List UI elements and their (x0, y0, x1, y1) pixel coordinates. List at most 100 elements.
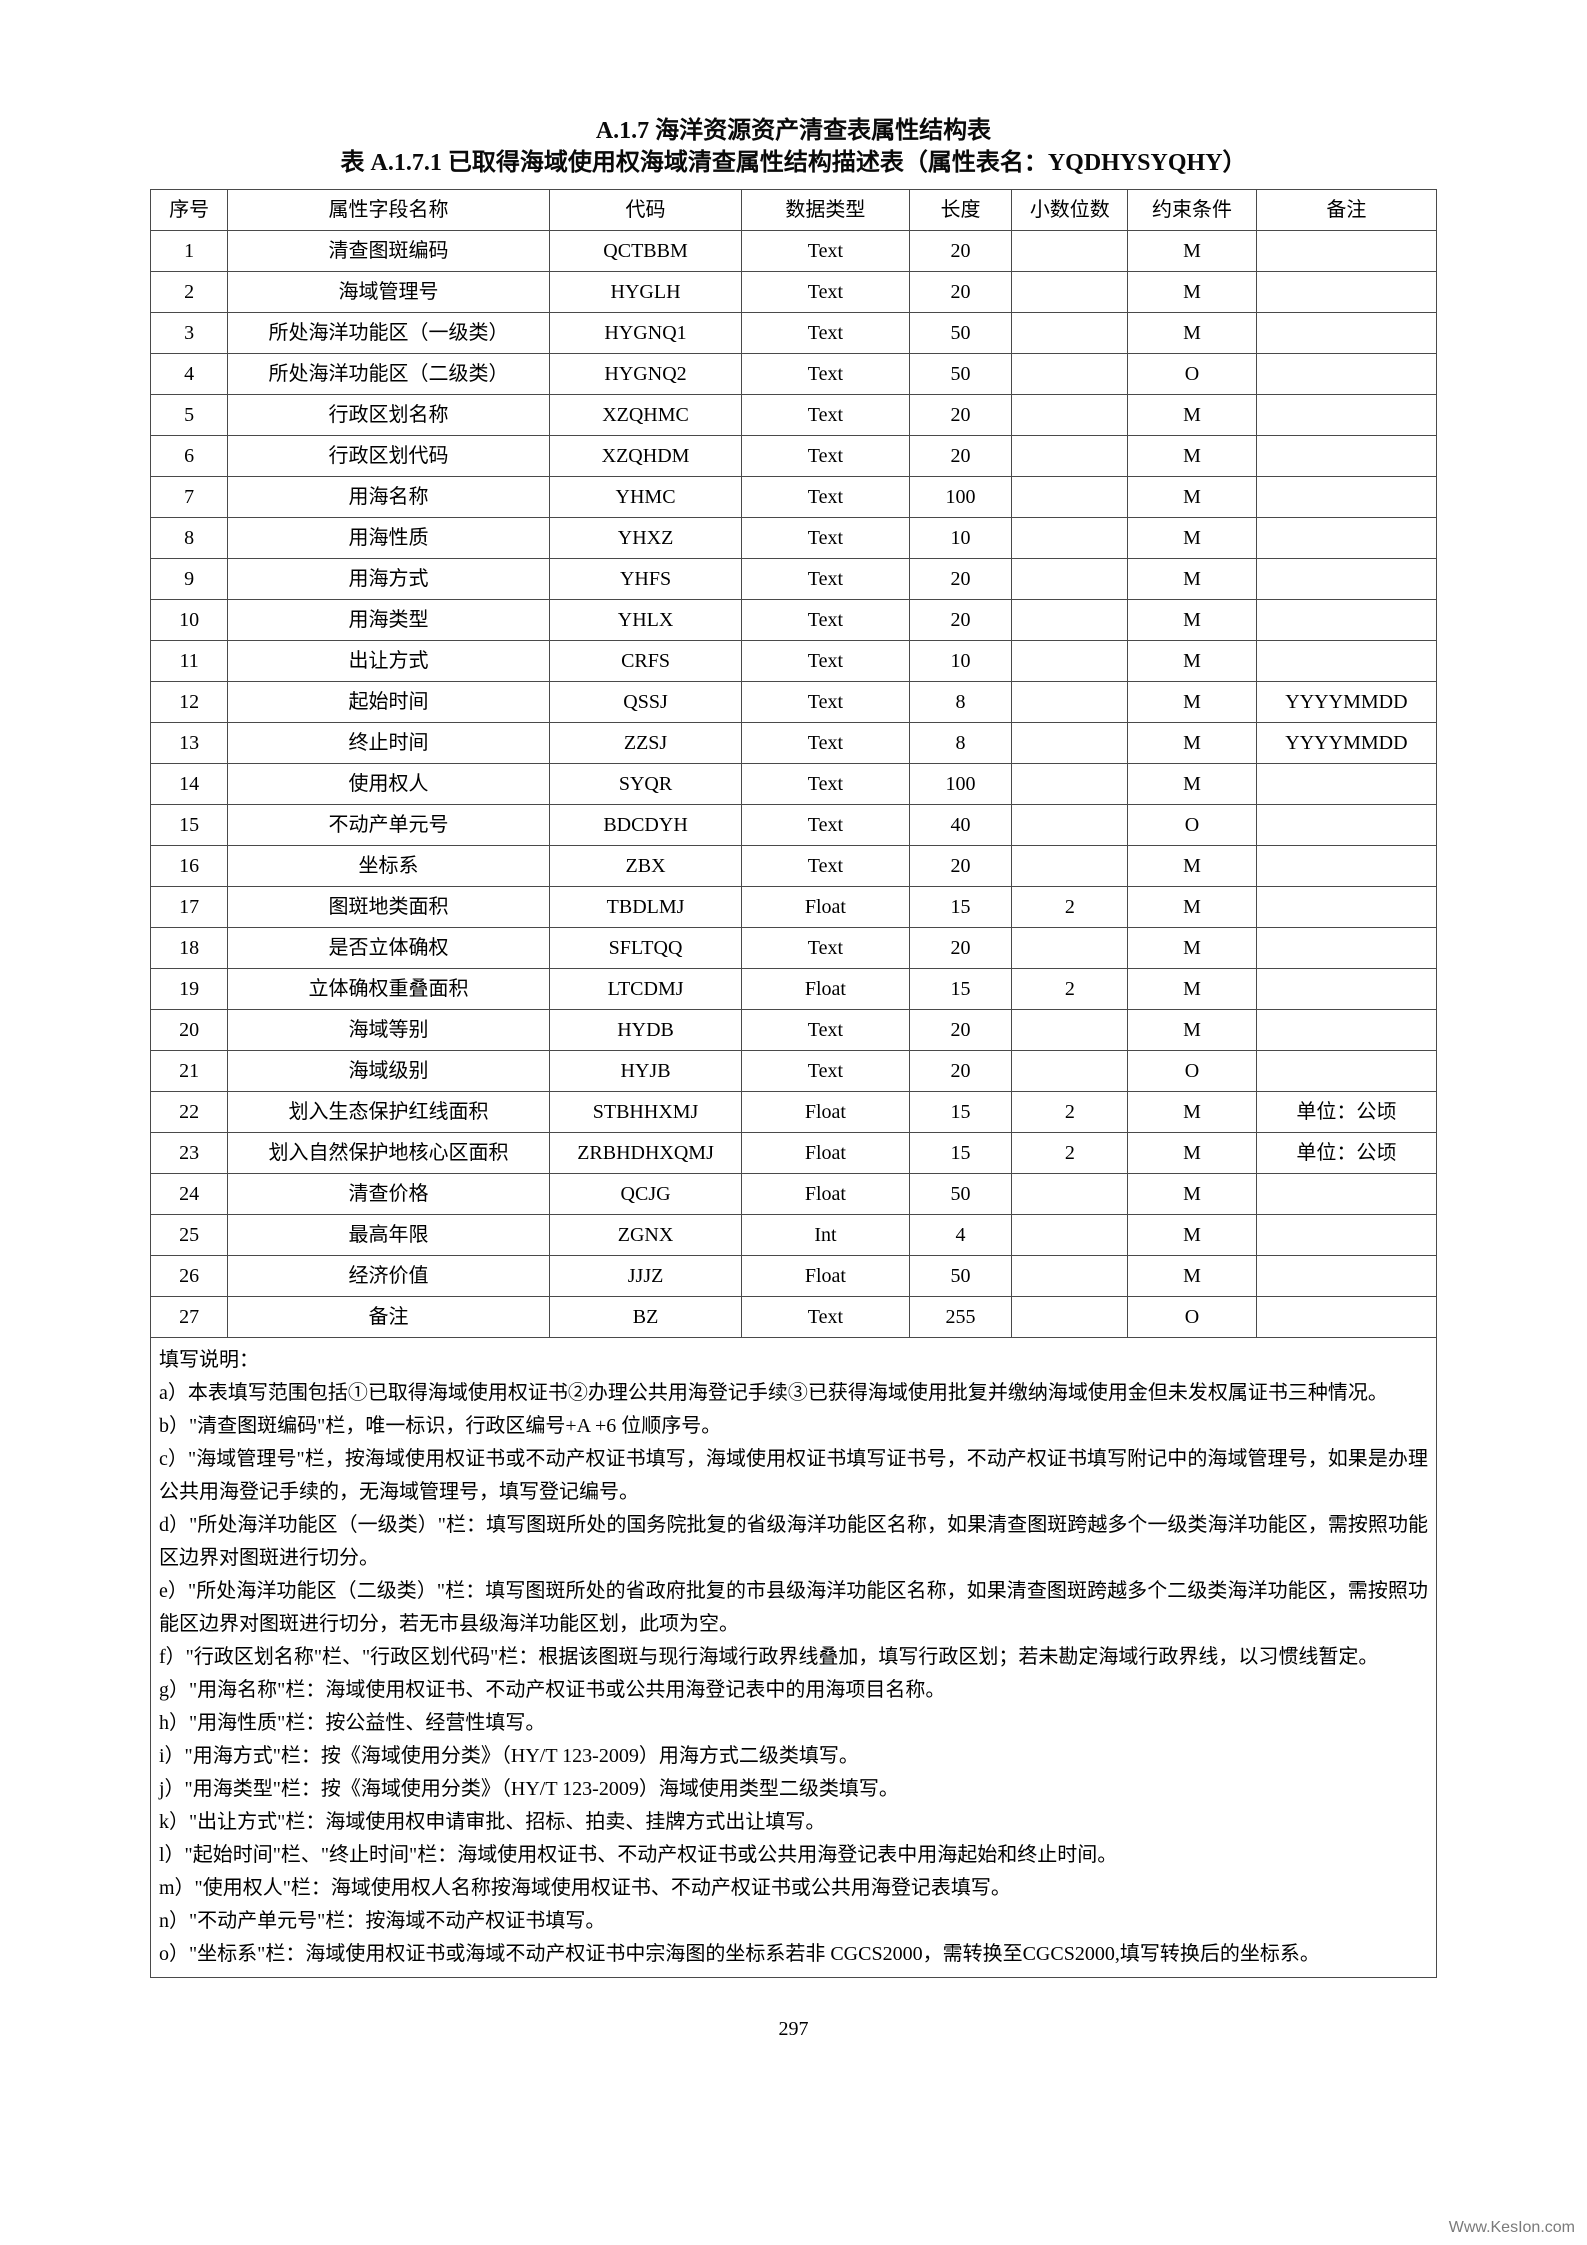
cell-code: SYQR (549, 764, 742, 805)
cell-con: M (1128, 641, 1257, 682)
cell-note (1256, 1256, 1436, 1297)
cell-len: 20 (909, 928, 1012, 969)
cell-type: Float (742, 969, 909, 1010)
cell-note (1256, 805, 1436, 846)
table-row: 5行政区划名称XZQHMCText20M (151, 395, 1437, 436)
note-item: d）"所处海洋功能区（一级类）"栏：填写图斑所处的国务院批复的省级海洋功能区名称… (159, 1509, 1428, 1575)
cell-dec (1012, 231, 1128, 272)
table-row: 12起始时间QSSJText8MYYYYMMDD (151, 682, 1437, 723)
cell-con: M (1128, 887, 1257, 928)
cell-dec (1012, 641, 1128, 682)
cell-con: M (1128, 723, 1257, 764)
cell-seq: 2 (151, 272, 228, 313)
cell-con: M (1128, 969, 1257, 1010)
table-row: 17图斑地类面积TBDLMJFloat152M (151, 887, 1437, 928)
cell-type: Float (742, 1092, 909, 1133)
table-row: 22划入生态保护红线面积STBHHXMJFloat152M单位：公顷 (151, 1092, 1437, 1133)
cell-note (1256, 477, 1436, 518)
cell-len: 15 (909, 1092, 1012, 1133)
cell-seq: 1 (151, 231, 228, 272)
cell-code: JJJZ (549, 1256, 742, 1297)
cell-type: Float (742, 887, 909, 928)
cell-code: HYDB (549, 1010, 742, 1051)
cell-type: Text (742, 682, 909, 723)
cell-con: M (1128, 1174, 1257, 1215)
table-row: 25最高年限ZGNXInt4M (151, 1215, 1437, 1256)
cell-name: 备注 (228, 1297, 550, 1338)
cell-name: 起始时间 (228, 682, 550, 723)
cell-note (1256, 231, 1436, 272)
cell-code: QCJG (549, 1174, 742, 1215)
table-row: 21海域级别HYJBText20O (151, 1051, 1437, 1092)
table-row: 23划入自然保护地核心区面积ZRBHDHXQMJFloat152M单位：公顷 (151, 1133, 1437, 1174)
cell-code: XZQHDM (549, 436, 742, 477)
cell-name: 最高年限 (228, 1215, 550, 1256)
cell-seq: 27 (151, 1297, 228, 1338)
cell-type: Text (742, 231, 909, 272)
cell-note (1256, 846, 1436, 887)
cell-con: M (1128, 436, 1257, 477)
cell-dec (1012, 682, 1128, 723)
cell-dec (1012, 764, 1128, 805)
cell-len: 255 (909, 1297, 1012, 1338)
cell-code: LTCDMJ (549, 969, 742, 1010)
table-row: 24清查价格QCJGFloat50M (151, 1174, 1437, 1215)
cell-dec (1012, 559, 1128, 600)
cell-name: 行政区划名称 (228, 395, 550, 436)
cell-code: BZ (549, 1297, 742, 1338)
cell-type: Text (742, 313, 909, 354)
cell-len: 50 (909, 1174, 1012, 1215)
cell-con: M (1128, 231, 1257, 272)
cell-len: 50 (909, 354, 1012, 395)
table-row: 26经济价值JJJZFloat50M (151, 1256, 1437, 1297)
table-row: 3所处海洋功能区（一级类）HYGNQ1Text50M (151, 313, 1437, 354)
cell-note (1256, 395, 1436, 436)
header-code: 代码 (549, 190, 742, 231)
cell-type: Int (742, 1215, 909, 1256)
cell-name: 清查图斑编码 (228, 231, 550, 272)
note-item: c）"海域管理号"栏，按海域使用权证书或不动产权证书填写，海域使用权证书填写证书… (159, 1443, 1428, 1509)
cell-dec (1012, 354, 1128, 395)
cell-len: 50 (909, 313, 1012, 354)
table-row: 8用海性质YHXZText10M (151, 518, 1437, 559)
cell-con: M (1128, 764, 1257, 805)
table-row: 9用海方式YHFSText20M (151, 559, 1437, 600)
table-row: 11出让方式CRFSText10M (151, 641, 1437, 682)
notes-list: a）本表填写范围包括①已取得海域使用权证书②办理公共用海登记手续③已获得海域使用… (159, 1377, 1428, 1971)
cell-con: M (1128, 272, 1257, 313)
cell-type: Text (742, 436, 909, 477)
cell-type: Text (742, 477, 909, 518)
table-row: 1清查图斑编码QCTBBMText20M (151, 231, 1437, 272)
table-row: 2海域管理号HYGLHText20M (151, 272, 1437, 313)
cell-type: Text (742, 600, 909, 641)
cell-dec (1012, 1010, 1128, 1051)
cell-len: 4 (909, 1215, 1012, 1256)
cell-seq: 21 (151, 1051, 228, 1092)
table-row: 6行政区划代码XZQHDMText20M (151, 436, 1437, 477)
cell-dec (1012, 436, 1128, 477)
cell-name: 用海名称 (228, 477, 550, 518)
cell-len: 15 (909, 969, 1012, 1010)
cell-name: 不动产单元号 (228, 805, 550, 846)
cell-note (1256, 600, 1436, 641)
cell-note (1256, 1215, 1436, 1256)
cell-len: 10 (909, 518, 1012, 559)
cell-type: Text (742, 641, 909, 682)
cell-name: 海域级别 (228, 1051, 550, 1092)
cell-con: O (1128, 1297, 1257, 1338)
cell-seq: 24 (151, 1174, 228, 1215)
cell-code: YHLX (549, 600, 742, 641)
cell-code: TBDLMJ (549, 887, 742, 928)
cell-len: 8 (909, 723, 1012, 764)
cell-seq: 7 (151, 477, 228, 518)
cell-type: Text (742, 1051, 909, 1092)
cell-note (1256, 928, 1436, 969)
cell-name: 立体确权重叠面积 (228, 969, 550, 1010)
table-row: 20海域等别HYDBText20M (151, 1010, 1437, 1051)
cell-dec (1012, 928, 1128, 969)
header-row: 序号 属性字段名称 代码 数据类型 长度 小数位数 约束条件 备注 (151, 190, 1437, 231)
cell-code: HYJB (549, 1051, 742, 1092)
table-row: 15不动产单元号BDCDYHText40O (151, 805, 1437, 846)
cell-note (1256, 764, 1436, 805)
cell-code: HYGNQ1 (549, 313, 742, 354)
